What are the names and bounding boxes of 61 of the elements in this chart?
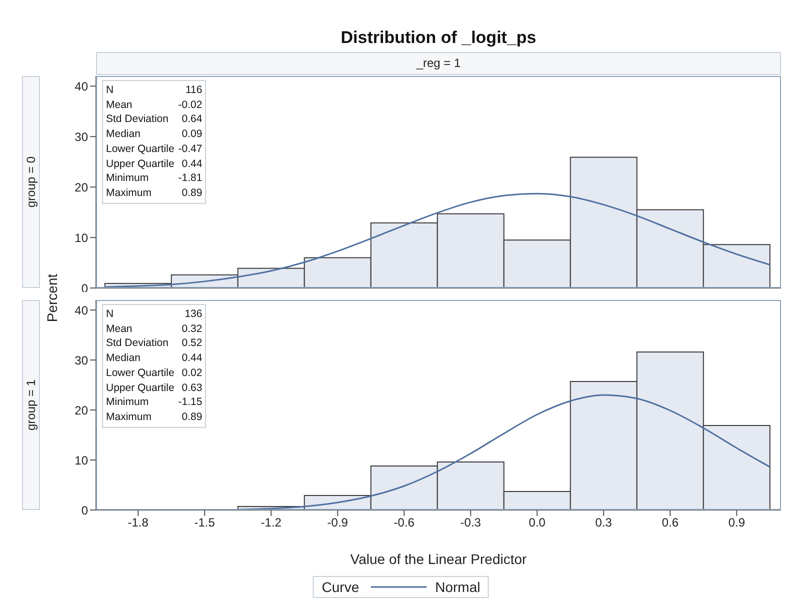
y-tick-label: 20 [74, 180, 88, 194]
chart-subtitle: _reg = 1 [96, 52, 781, 75]
chart-title: Distribution of _logit_ps [340, 28, 538, 48]
annotation: 0.09 [180, 127, 202, 142]
x-tick-label: 0.9 [728, 516, 746, 530]
legend-label: Normal [435, 579, 480, 595]
annotation: -1.81 [178, 171, 202, 186]
annotation: N [106, 307, 115, 322]
y-tick-label: 30 [74, 353, 88, 368]
annotation: Minimum [106, 395, 150, 410]
y-tick-label: 10 [74, 230, 88, 245]
annotation: 0.44 [180, 351, 202, 366]
x-tick-label: -0.3 [460, 516, 482, 530]
annotation: 0.64 [180, 112, 202, 128]
x-tick-label: -1.5 [194, 516, 216, 530]
text: group = 0 [24, 156, 38, 208]
annotation: -1.15 [178, 395, 202, 410]
annotation: -0.02 [178, 98, 202, 112]
y-tick-label: 0 [81, 281, 88, 296]
annotation: Lower Quartile [106, 366, 174, 381]
annotation: Std Deviation [106, 336, 170, 352]
annotation: Maximum [106, 410, 153, 425]
x-tick-label: 0.3 [595, 516, 612, 530]
y-tick-label: 0 [81, 503, 88, 518]
annotation: 0.02 [180, 366, 202, 381]
y-tick-label: 20 [74, 403, 88, 418]
annotation: Median [106, 351, 142, 366]
annotation: 0.44 [180, 156, 202, 172]
annotation: 136 [184, 307, 202, 322]
annotation: Mean [106, 98, 134, 112]
y-axis-title: Percent [44, 274, 60, 322]
annotation: Median [106, 127, 142, 142]
annotation: 0.52 [180, 336, 202, 352]
annotation: Std Deviation [106, 112, 170, 128]
y-tick-label: 40 [74, 79, 88, 94]
x-tick-label: -1.8 [128, 516, 149, 530]
x-tick-label: -0.9 [327, 516, 348, 530]
legend-title: Curve [322, 579, 360, 595]
line-series [237, 394, 771, 510]
x-axis-title: Value of the Linear Predictor [350, 551, 528, 567]
y-tick-label: 40 [74, 303, 88, 318]
x-tick-label: 0.6 [662, 516, 679, 530]
annotation: 0.63 [180, 380, 202, 396]
annotation: 0.89 [180, 186, 202, 201]
annotation: -0.47 [178, 142, 202, 157]
text: group = 1 [24, 379, 38, 431]
annotation: Maximum [106, 186, 153, 201]
y-tick-label: 30 [74, 130, 88, 144]
annotation: Minimum [106, 171, 150, 186]
annotation: 116 [184, 83, 202, 98]
x-tick-label: 0.0 [528, 516, 546, 530]
y-tick-label: 10 [74, 453, 88, 468]
annotation: Upper Quartile [106, 380, 174, 396]
annotation: 0.32 [180, 322, 202, 336]
x-tick-label: -1.2 [260, 516, 282, 530]
annotation: Mean [106, 322, 134, 336]
x-tick-label: -0.6 [394, 516, 415, 530]
annotation: 0.89 [180, 410, 202, 425]
annotation: Upper Quartile [106, 156, 174, 172]
annotation: N [106, 83, 115, 98]
annotation: Lower Quartile [106, 142, 174, 157]
